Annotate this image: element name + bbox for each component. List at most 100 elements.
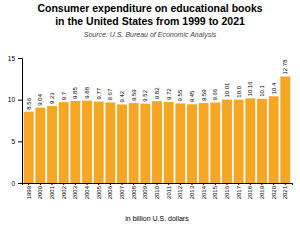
x-tick: 2021 — [282, 183, 288, 199]
x-tick: 2004 — [84, 183, 90, 199]
data-label: 9.88 — [84, 86, 90, 98]
x-tick-label: 2011 — [166, 185, 172, 199]
x-tick-mark — [250, 183, 251, 185]
x-tick-mark — [180, 183, 181, 185]
data-label: 9.55 — [177, 89, 183, 101]
x-tick: 2003 — [72, 183, 78, 199]
x-tick-mark — [63, 183, 64, 185]
x-tick-mark — [87, 183, 88, 185]
x-tick: 2017 — [236, 183, 242, 199]
x-tick-mark — [110, 183, 111, 185]
x-tick-mark — [28, 183, 29, 185]
data-label: 9.59 — [131, 89, 137, 101]
data-label: 9.04 — [37, 93, 43, 105]
x-tick-mark — [75, 183, 76, 185]
x-tick-label: 2003 — [72, 185, 78, 199]
x-tick-label: 2008 — [131, 185, 137, 199]
bar — [199, 103, 209, 183]
x-tick-mark — [273, 183, 274, 185]
bar — [117, 105, 127, 184]
x-tick: 2008 — [131, 183, 137, 199]
x-tick-label: 2004 — [84, 185, 90, 199]
x-tick-mark — [133, 183, 134, 185]
x-tick: 2016 — [224, 183, 230, 199]
data-label: 9.72 — [166, 88, 172, 100]
x-tick-label: 2019 — [259, 185, 265, 199]
bar — [257, 99, 267, 183]
x-tick-mark — [145, 183, 146, 185]
data-label: 10.16 — [247, 81, 253, 97]
x-tick-label: 2002 — [61, 185, 67, 199]
x-tick-label: 2012 — [177, 185, 183, 199]
x-tick-label: 2017 — [236, 185, 242, 199]
x-tick-mark — [285, 183, 286, 185]
x-tick-label: 2013 — [189, 185, 195, 199]
x-tick-mark — [157, 183, 158, 185]
x-tick-mark — [40, 183, 41, 185]
x-tick: 2012 — [177, 183, 183, 199]
x-tick: 2009 — [142, 183, 148, 199]
bar — [152, 101, 162, 183]
bar — [129, 103, 139, 183]
x-tick-label: 2018 — [247, 185, 253, 199]
y-tick-label: 15 — [8, 55, 16, 62]
x-tick-label: 2001 — [49, 185, 55, 199]
x-tick: 2013 — [189, 183, 195, 199]
bar — [82, 101, 92, 183]
bar — [70, 101, 80, 183]
bar — [164, 102, 174, 183]
x-tick-label: 1999 — [26, 185, 32, 199]
data-label: 10.1 — [259, 84, 265, 96]
bars — [24, 77, 291, 184]
bar — [210, 103, 220, 184]
x-tick: 2018 — [247, 183, 253, 199]
x-tick-mark — [191, 183, 192, 185]
x-tick-mark — [215, 183, 216, 185]
x-tick: 2001 — [49, 183, 55, 199]
x-tick-label: 2014 — [201, 185, 207, 199]
y-axis: 0 5 10 15 — [8, 55, 23, 187]
bar — [234, 100, 244, 183]
x-tick-label: 2015 — [212, 185, 218, 199]
bar — [35, 108, 45, 183]
x-tick-mark — [52, 183, 53, 185]
bar — [47, 106, 57, 183]
y-tick-mark — [18, 183, 22, 184]
x-tick: 2010 — [154, 183, 160, 199]
title: Consumer expenditure on educational book… — [37, 2, 262, 14]
y-tick: 10 — [8, 96, 22, 103]
x-tick-label: 2005 — [96, 185, 102, 199]
y-tick-label: 10 — [8, 96, 16, 103]
x-tick-label: 2000 — [37, 185, 43, 199]
x-tick: 1999 — [26, 183, 32, 199]
x-tick: 2007 — [119, 183, 125, 199]
bar — [222, 100, 232, 183]
data-label: 9.45 — [189, 90, 195, 102]
x-tick-label: 2020 — [271, 185, 277, 199]
data-label: 10.4 — [271, 82, 277, 94]
data-label: 9.52 — [142, 89, 148, 101]
x-tick-label: 2009 — [142, 185, 148, 199]
y-tick-label: 0 — [11, 180, 15, 187]
x-tick: 2015 — [212, 183, 218, 199]
x-tick-mark — [226, 183, 227, 185]
y-tick-mark — [18, 100, 22, 101]
bar — [187, 104, 197, 183]
x-axis: 1999200020012002200320042005200620072008… — [23, 183, 293, 199]
data-label: 9.42 — [119, 90, 125, 102]
y-tick-mark — [18, 58, 22, 59]
y-tick: 15 — [8, 55, 22, 62]
y-axis-line — [18, 59, 23, 184]
plot: 0510151999200020012002200320042005200620… — [8, 55, 293, 200]
x-tick: 2019 — [259, 183, 265, 199]
bar — [24, 112, 34, 183]
x-tick-mark — [122, 183, 123, 185]
data-label: 9.7 — [61, 91, 67, 100]
y-tick: 5 — [11, 138, 22, 145]
chart-container: Consumer expenditure on educational book… — [0, 0, 300, 225]
data-label: 10.01 — [224, 82, 230, 98]
bar — [59, 102, 69, 183]
x-tick: 2020 — [271, 183, 277, 199]
x-tick: 2014 — [201, 183, 207, 199]
bar — [94, 102, 104, 183]
